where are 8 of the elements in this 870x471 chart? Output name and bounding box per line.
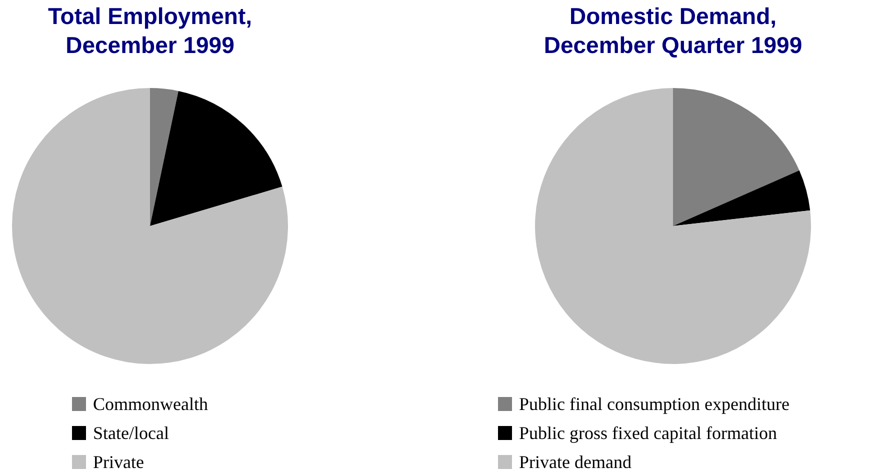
legend-label: Public gross fixed capital formation: [519, 423, 777, 443]
legend-label: Public final consumption expenditure: [519, 394, 790, 414]
legend-label: Private: [93, 452, 144, 471]
legend-label: Commonwealth: [93, 394, 208, 414]
chart-title: Domestic Demand, December Quarter 1999: [542, 2, 804, 60]
legend-label: State/local: [93, 423, 169, 443]
legend-label: Private demand: [519, 452, 632, 471]
chart-title: Total Employment, December 1999: [46, 2, 254, 60]
